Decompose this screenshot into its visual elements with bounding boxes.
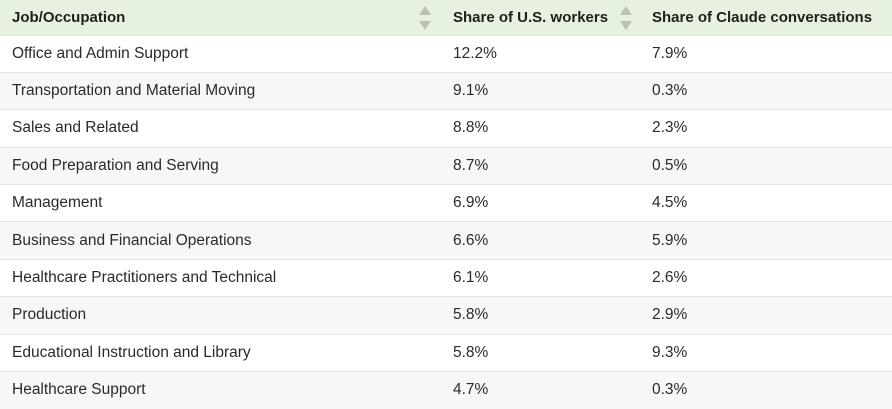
- workers-share-cell: 8.8%: [453, 119, 489, 137]
- sort-icon[interactable]: [419, 6, 431, 30]
- table-row: Healthcare Practitioners and Technical 6…: [0, 259, 892, 297]
- workers-share-cell: 6.6%: [453, 231, 489, 249]
- claude-share-cell: 4.5%: [652, 194, 688, 212]
- workers-share-cell: 5.8%: [453, 343, 489, 361]
- occupation-cell: Business and Financial Operations: [12, 231, 252, 249]
- workers-share-cell: 6.9%: [453, 194, 489, 212]
- column-header-job[interactable]: Job/Occupation: [0, 0, 441, 35]
- workers-share-cell: 9.1%: [453, 82, 489, 100]
- table-row: Business and Financial Operations 6.6% 5…: [0, 221, 892, 260]
- column-header-job-label: Job/Occupation: [12, 8, 126, 26]
- occupation-cell: Food Preparation and Serving: [12, 156, 219, 174]
- table-row: Educational Instruction and Library 5.8%…: [0, 334, 892, 372]
- column-header-workers-share[interactable]: Share of U.S. workers: [441, 0, 641, 35]
- occupation-cell: Management: [12, 194, 103, 212]
- table-header-row: Job/Occupation Share of U.S. workers Sha…: [0, 0, 892, 35]
- claude-share-cell: 0.3%: [652, 82, 688, 100]
- table-row: Healthcare Support 4.7% 0.3%: [0, 371, 892, 409]
- occupation-cell: Transportation and Material Moving: [12, 82, 256, 100]
- sort-icon[interactable]: [620, 6, 632, 30]
- occupation-cell: Production: [12, 306, 87, 324]
- workers-share-cell: 12.2%: [453, 44, 497, 62]
- occupation-cell: Healthcare Support: [12, 381, 146, 399]
- claude-share-cell: 9.3%: [652, 343, 688, 361]
- table-row: Office and Admin Support 12.2% 7.9%: [0, 35, 892, 73]
- table-row: Transportation and Material Moving 9.1% …: [0, 72, 892, 110]
- column-header-claude-share-label: Share of Claude conversations: [652, 8, 873, 26]
- table-row: Food Preparation and Serving 8.7% 0.5%: [0, 147, 892, 185]
- table-row: Sales and Related 8.8% 2.3%: [0, 109, 892, 148]
- claude-share-cell: 2.6%: [652, 269, 688, 287]
- occupation-cell: Educational Instruction and Library: [12, 343, 251, 361]
- workers-share-cell: 6.1%: [453, 269, 489, 287]
- claude-share-cell: 0.3%: [652, 381, 688, 399]
- workers-share-cell: 8.7%: [453, 156, 489, 174]
- occupation-cell: Office and Admin Support: [12, 44, 189, 62]
- occupation-cell: Healthcare Practitioners and Technical: [12, 269, 277, 287]
- claude-share-cell: 2.9%: [652, 306, 688, 324]
- workers-share-cell: 4.7%: [453, 381, 489, 399]
- table-row: Management 6.9% 4.5%: [0, 184, 892, 222]
- workers-share-cell: 5.8%: [453, 306, 489, 324]
- claude-share-cell: 5.9%: [652, 231, 688, 249]
- occupation-cell: Sales and Related: [12, 119, 139, 137]
- column-header-claude-share[interactable]: Share of Claude conversations: [641, 0, 892, 35]
- claude-share-cell: 7.9%: [652, 44, 688, 62]
- claude-share-cell: 0.5%: [652, 156, 688, 174]
- table-row: Production 5.8% 2.9%: [0, 296, 892, 335]
- column-header-workers-share-label: Share of U.S. workers: [453, 8, 609, 26]
- claude-share-cell: 2.3%: [652, 119, 688, 137]
